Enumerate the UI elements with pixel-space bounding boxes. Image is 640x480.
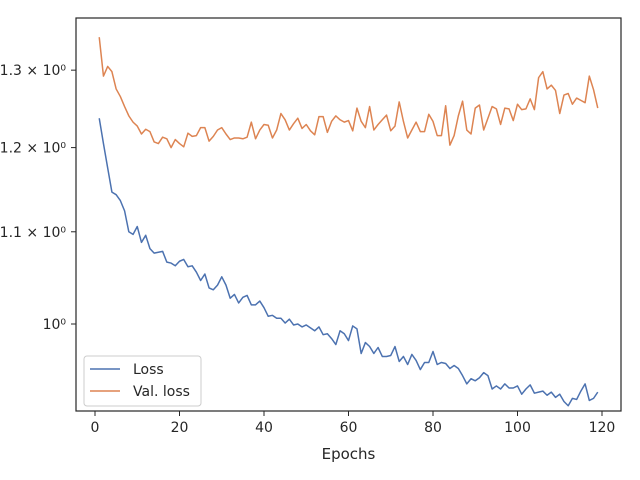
legend-label-val-loss: Val. loss [133, 384, 190, 400]
series-layer [98, 37, 599, 407]
y-axis: 10⁰ 1.1 × 10⁰ 1.2 × 10⁰ 1.3 × 10⁰ [0, 63, 76, 333]
x-tick-label: 100 [504, 420, 531, 436]
y-tick-label: 1.3 × 10⁰ [0, 63, 66, 79]
x-tick-label: 60 [340, 420, 358, 436]
x-axis: 0 20 40 60 80 100 120 [91, 411, 616, 436]
x-tick-label: 20 [171, 420, 189, 436]
x-tick-label: 40 [255, 420, 273, 436]
plot-area [76, 18, 621, 411]
y-tick-label: 1.2 × 10⁰ [0, 141, 66, 157]
y-tick-label: 10⁰ [43, 317, 67, 333]
x-tick-label: 0 [91, 420, 100, 436]
legend: Loss Val. loss [83, 355, 202, 407]
y-tick-label: 1.1 × 10⁰ [0, 225, 66, 241]
x-tick-label: 120 [589, 420, 616, 436]
series-line-loss [98, 118, 599, 407]
x-axis-title: Epochs [322, 445, 376, 463]
plot-background [76, 18, 621, 411]
series-line-val-loss [98, 37, 599, 149]
legend-label-loss: Loss [133, 362, 164, 378]
x-tick-label: 80 [424, 420, 442, 436]
